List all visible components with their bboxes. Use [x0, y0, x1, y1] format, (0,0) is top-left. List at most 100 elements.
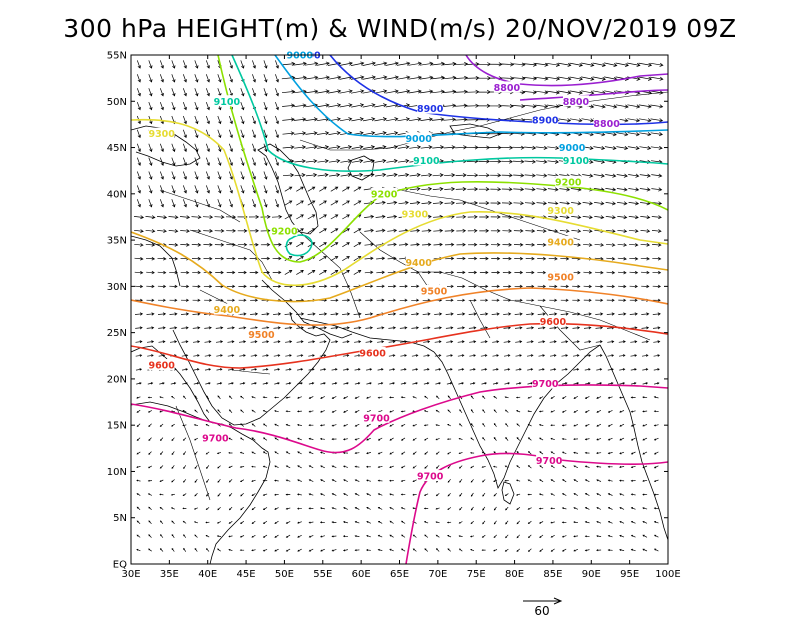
contour-label-9700: 9700 [363, 413, 390, 424]
contour-label-bg [359, 346, 386, 358]
contour-label-9600: 9600 [359, 348, 386, 359]
coast-iran-pakistan [299, 317, 435, 353]
contour-label-bg [271, 224, 298, 236]
contour-label-bg [213, 95, 240, 107]
contour-label-bg [532, 113, 559, 125]
lat-label: EQ [113, 560, 127, 571]
contour-label-9700: 9700 [417, 472, 444, 483]
lon-label: 100E [655, 569, 680, 580]
coast-myanmar-malay [599, 344, 668, 541]
contour-label-8900: 8900 [417, 104, 444, 115]
contour-label-9700: 9700 [536, 456, 563, 467]
lon-label: 85E [543, 569, 562, 580]
contour-label-9200: 9200 [371, 189, 398, 200]
lon-label: 95E [620, 569, 639, 580]
contour-9500 [131, 287, 668, 326]
contour-label-9000: 9000 [559, 143, 586, 154]
contour-label-9500: 9500 [421, 286, 448, 297]
contour-label-bg [202, 432, 229, 444]
contour-9100-low [285, 234, 313, 257]
contour-label-8900: 8900 [532, 115, 559, 126]
axis-ticks [130, 54, 669, 565]
contour-label-bg [547, 235, 574, 247]
contour-label-9100: 9100 [563, 156, 590, 167]
lon-label: 40E [198, 569, 217, 580]
contour-9700 [131, 384, 668, 454]
coast-mediterranean [131, 235, 181, 287]
contour-label-bg [547, 204, 574, 216]
contour-label-9600: 9600 [148, 361, 175, 372]
coast-sri-lanka [501, 481, 515, 505]
contour-label-bg [248, 328, 275, 340]
coast-africa-east [131, 401, 271, 564]
contour-label-bg [562, 95, 589, 107]
contour-label-bg [493, 81, 520, 93]
lon-label: 35E [160, 569, 179, 580]
contour-label-9200: 9200 [271, 226, 298, 237]
lat-label: 20N [107, 374, 127, 385]
contour-label-9300: 9300 [402, 210, 429, 221]
lon-label: 50E [275, 569, 294, 580]
contour-label-bg [559, 141, 586, 153]
lat-label: 30N [107, 282, 127, 293]
contour-label-bg [536, 454, 563, 466]
contour-label-bg [401, 208, 428, 220]
contour-label-bg [532, 377, 559, 389]
coast-balkhash [449, 123, 501, 139]
contour-label-9400: 9400 [405, 258, 432, 269]
contour-9200 [217, 55, 668, 263]
contour-label-9000: 9000 [287, 51, 314, 62]
contour-9700 [405, 452, 668, 564]
contour-label-9000: 9000 [405, 134, 432, 145]
contour-label-9100: 9100 [214, 97, 241, 108]
contour-9100 [231, 55, 668, 172]
lat-label: 15N [107, 421, 127, 432]
lat-label: 50N [107, 97, 127, 108]
contour-labels: 8800880088008900890089009000900090009100… [148, 49, 620, 483]
contour-label-9400: 9400 [214, 305, 241, 316]
lat-label: 45N [107, 143, 127, 154]
contour-label-bg [405, 132, 432, 144]
contour-label-bg [593, 117, 620, 129]
coast-arabia [172, 311, 331, 426]
contour-label-9300: 9300 [148, 129, 175, 140]
contour-8800 [465, 55, 668, 87]
contour-label-bg [148, 127, 175, 139]
lon-label: 55E [313, 569, 332, 580]
lon-label: 75E [467, 569, 486, 580]
lon-label: 60E [352, 569, 371, 580]
reference-vector: 60 [523, 597, 563, 618]
lat-label: 35N [107, 236, 127, 247]
lon-label: 90E [582, 569, 601, 580]
contour-label-9700: 9700 [202, 434, 229, 445]
contour-label-bg [405, 256, 432, 268]
lon-label: 65E [390, 569, 409, 580]
contour-label-9500: 9500 [547, 273, 574, 284]
contour-label-bg [417, 470, 444, 482]
contour-8900 [329, 55, 668, 126]
lat-label: 25N [107, 328, 127, 339]
contour-label-bg [539, 315, 566, 327]
lat-label: 40N [107, 189, 127, 200]
contour-label-9400: 9400 [547, 237, 574, 248]
lon-label: 45E [237, 569, 256, 580]
longitude-labels: 30E 35E 40E 45E 50E 55E 60E 65E 70E 75E 80E 85E 90E 9… [121, 569, 680, 580]
contour-label-bg [363, 411, 390, 423]
contour-label-bg [421, 284, 448, 296]
borders [159, 91, 668, 501]
contour-label-9300: 9300 [547, 206, 574, 217]
map-title: 300 hPa HEIGHT(m) & WIND(m/s) 20/NOV/201… [63, 14, 737, 43]
contour-label-9500: 9500 [248, 330, 275, 341]
coast-caspian [257, 143, 319, 235]
contour-label-bg [547, 271, 574, 283]
lon-label: 80E [505, 569, 524, 580]
contour-label-bg [555, 175, 582, 187]
contour-label-8800: 8800 [563, 97, 590, 108]
coast-aral [347, 155, 375, 181]
contour-9300 [131, 118, 668, 287]
contour-label-bg [213, 303, 240, 315]
lat-label: 10N [107, 467, 127, 478]
contour-8800 [519, 89, 668, 101]
lat-label: 55N [107, 51, 127, 62]
